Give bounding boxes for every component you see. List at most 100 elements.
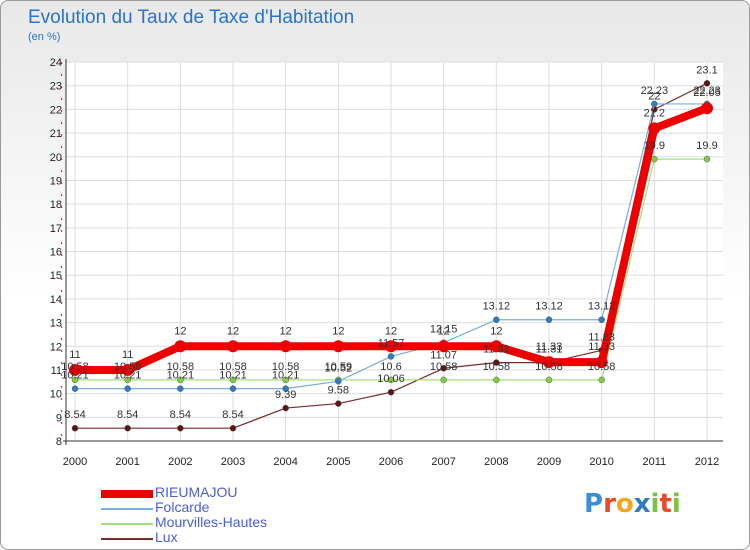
y-tick-label: 19 — [50, 175, 62, 187]
y-axis-tick — [60, 97, 63, 101]
y-axis-tick — [60, 121, 63, 125]
x-tick-label: 2009 — [537, 456, 561, 468]
data-point-folcarde — [124, 385, 131, 392]
data-point-lux — [703, 80, 711, 87]
data-point-lux — [335, 400, 342, 407]
y-axis-tick — [60, 433, 63, 437]
y-tick-label: 24 — [50, 57, 62, 69]
data-point-mourvilles-hautes — [282, 376, 289, 384]
logo-letter: r — [603, 489, 616, 519]
data-point-mourvilles-hautes — [493, 376, 500, 384]
data-label-lux: 23.1 — [696, 64, 717, 76]
data-label-rieumajou: 12 — [227, 325, 239, 337]
y-axis-tick — [60, 421, 63, 425]
logo-letter: o — [615, 489, 634, 519]
data-label-rieumajou: 12 — [332, 325, 344, 337]
y-axis-tick — [60, 193, 63, 197]
y-tick-label: 13 — [50, 318, 62, 330]
logo-letter: i — [671, 489, 681, 519]
data-point-lux — [177, 424, 184, 432]
data-label-rieumajou: 12 — [490, 325, 502, 337]
data-label-lux: 11.31 — [536, 344, 563, 356]
data-point-folcarde — [493, 316, 500, 323]
data-label-mourvilles-hautes: 10.58 — [430, 361, 458, 373]
data-label-rieumajou: 21.2 — [644, 107, 665, 119]
x-tick-label: 2004 — [273, 456, 297, 468]
data-label-lux: 9.39 — [275, 389, 296, 401]
x-tick-label: 2001 — [115, 456, 139, 468]
y-tick-label: 11 — [51, 365, 62, 377]
data-point-rieumajou — [227, 340, 239, 353]
y-axis-tick — [60, 397, 63, 401]
y-axis-tick — [60, 289, 63, 293]
data-point-rieumajou — [69, 363, 81, 376]
data-label-lux: 9.58 — [328, 385, 349, 397]
legend-label-lux: Lux — [155, 529, 178, 545]
data-label-folcarde: 10.21 — [219, 370, 247, 382]
y-axis-tick — [60, 325, 63, 329]
data-label-rieumajou: 22.05 — [693, 87, 721, 99]
data-point-mourvilles-hautes — [440, 376, 447, 384]
data-label-lux: 11.31 — [483, 344, 510, 356]
logo-letter: i — [650, 489, 660, 519]
data-label-mourvilles-hautes: 10.58 — [114, 361, 142, 373]
y-axis-tick — [60, 205, 63, 209]
data-label-mourvilles-hautes: 19.9 — [696, 140, 717, 152]
y-axis-tick — [60, 181, 63, 185]
data-label-mourvilles-hautes: 10.58 — [272, 361, 300, 373]
data-label-mourvilles-hautes: 10.58 — [483, 361, 511, 373]
data-point-rieumajou — [332, 340, 345, 353]
logo-letter: x — [633, 489, 651, 519]
x-tick-label: 2012 — [695, 456, 719, 468]
data-label-folcarde: 10.21 — [61, 370, 89, 382]
y-axis-tick — [60, 133, 63, 137]
y-tick-label: 14 — [50, 294, 62, 306]
data-point-folcarde — [177, 385, 184, 392]
data-point-rieumajou — [648, 122, 661, 135]
data-label-mourvilles-hautes: 10.58 — [167, 361, 195, 373]
logo-letter: P — [584, 489, 604, 519]
data-label-rieumajou: 12 — [385, 325, 397, 337]
y-axis-tick — [60, 385, 63, 389]
data-label-mourvilles-hautes: 10.59 — [325, 361, 353, 373]
data-point-lux — [124, 424, 131, 432]
y-axis-tick — [60, 73, 63, 77]
x-tick-label: 2006 — [379, 456, 403, 468]
x-tick-label: 2011 — [643, 456, 667, 468]
x-tick-label: 2002 — [168, 456, 192, 468]
data-point-folcarde — [71, 385, 79, 392]
data-point-rieumajou — [595, 356, 608, 369]
chart-title: Evolution du Taux de Taxe d'Habitation — [28, 7, 355, 28]
data-point-folcarde — [229, 385, 237, 392]
proxiti-logo: Proxiti — [584, 489, 681, 519]
data-label-folcarde: 10.21 — [272, 370, 300, 382]
legend-swatch-rieumajou — [101, 490, 153, 498]
data-point-mourvilles-hautes — [387, 376, 395, 384]
data-label-lux: 22 — [648, 90, 660, 102]
data-point-rieumajou — [437, 340, 450, 353]
data-label-mourvilles-hautes: 19.9 — [644, 140, 665, 152]
y-tick-label: 16 — [50, 247, 62, 259]
data-point-folcarde — [335, 378, 342, 385]
y-tick-label: 18 — [50, 199, 62, 211]
data-label-lux: 11.83 — [588, 331, 615, 343]
data-point-rieumajou — [490, 340, 503, 353]
y-tick-label: 10 — [50, 389, 62, 401]
y-axis-tick — [60, 229, 63, 233]
data-label-mourvilles-hautes: 10.58 — [588, 361, 616, 373]
data-label-lux: 8.54 — [64, 409, 85, 421]
data-point-folcarde — [282, 385, 289, 392]
y-tick-label: 20 — [50, 152, 62, 164]
legend-label-folcarde: Folcarde — [155, 499, 210, 515]
x-tick-label: 2003 — [221, 456, 245, 468]
legend-label-rieumajou: RIEUMAJOU — [155, 484, 238, 500]
data-label-lux: 10.06 — [377, 373, 405, 385]
data-point-lux — [387, 388, 395, 396]
data-point-folcarde — [545, 316, 553, 323]
data-label-mourvilles-hautes: 10.58 — [61, 361, 89, 373]
data-point-lux — [71, 424, 79, 432]
y-axis-tick — [60, 61, 63, 65]
legend-swatch-lux — [101, 538, 153, 540]
